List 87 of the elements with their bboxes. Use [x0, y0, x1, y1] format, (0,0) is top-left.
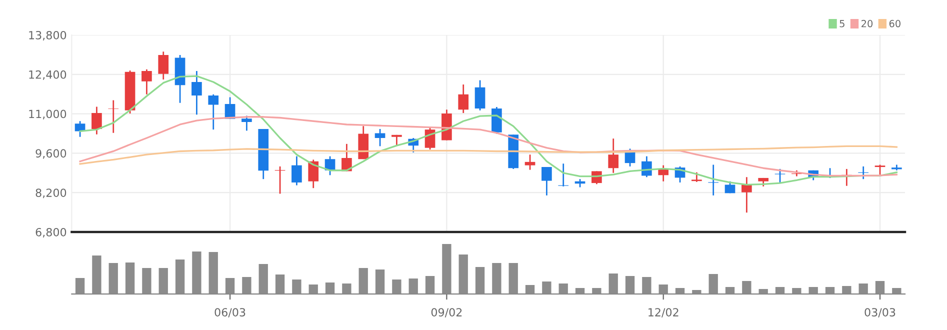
bar — [258, 264, 268, 294]
bar — [75, 278, 85, 294]
bar — [142, 268, 152, 294]
bar — [858, 284, 868, 294]
bar — [508, 263, 518, 294]
bar — [758, 289, 768, 294]
candlestick — [158, 50, 169, 80]
bar — [792, 288, 802, 294]
bar — [392, 280, 402, 294]
bar — [825, 287, 835, 294]
y-tick-label: 11,000 — [29, 110, 66, 120]
bar — [408, 278, 418, 294]
x-tick-label: 06/03 — [214, 308, 246, 318]
bar — [292, 280, 302, 294]
bar — [158, 268, 168, 294]
line-series — [79, 145, 898, 165]
bar — [358, 268, 368, 294]
candlestick — [192, 70, 202, 116]
bar — [642, 277, 652, 294]
bar — [242, 277, 252, 294]
candlestick — [142, 68, 152, 96]
y-tick-label: 8,200 — [36, 188, 66, 198]
candlestick — [524, 154, 536, 170]
bar — [425, 276, 435, 294]
bar — [842, 286, 852, 294]
candlestick — [292, 156, 302, 186]
x-tick-label: 09/02 — [431, 308, 462, 318]
bar — [542, 282, 552, 294]
legend-label: 20 — [862, 20, 873, 28]
bar — [325, 282, 335, 294]
bar — [342, 284, 352, 294]
bar — [592, 288, 602, 294]
y-tick-label: 12,400 — [29, 70, 66, 80]
candlestick — [608, 138, 619, 174]
bar — [725, 287, 735, 294]
bar — [492, 263, 502, 294]
legend-label: 60 — [889, 20, 900, 28]
bar — [675, 288, 685, 294]
candlestick — [692, 172, 702, 183]
bar — [92, 256, 102, 294]
candlestick — [242, 115, 252, 132]
bar — [208, 252, 218, 294]
candlestick — [308, 158, 319, 189]
bar — [175, 260, 185, 294]
candlestick — [474, 80, 486, 112]
candlestick — [208, 94, 219, 130]
candlestick — [558, 162, 569, 188]
bar — [742, 281, 752, 294]
bar — [708, 274, 718, 294]
bar — [442, 244, 452, 294]
bar — [875, 281, 885, 294]
y-tick-label: 13,800 — [29, 30, 66, 41]
x-tick-label: 12/02 — [648, 308, 678, 318]
bar — [475, 267, 485, 294]
bar — [125, 262, 135, 294]
bar — [275, 274, 285, 294]
bar — [808, 287, 818, 294]
bar — [458, 254, 468, 294]
bar — [225, 278, 235, 294]
y-tick-label: 9,600 — [36, 149, 66, 159]
bar — [775, 287, 785, 294]
bar — [658, 284, 668, 294]
bar — [692, 290, 702, 294]
bar — [608, 274, 618, 294]
bar — [558, 284, 568, 294]
candlestick — [542, 166, 552, 196]
y-tick-label: 6,800 — [36, 228, 66, 238]
candlestick — [492, 106, 502, 134]
bar — [525, 285, 535, 294]
bar — [192, 252, 202, 294]
bar — [625, 276, 635, 294]
candlestick — [708, 164, 719, 196]
x-tick-label: 03/03 — [864, 308, 896, 318]
candlestick — [742, 176, 752, 214]
bar — [308, 284, 318, 294]
candlestick — [108, 100, 119, 134]
bar — [575, 288, 585, 294]
candlestick — [458, 84, 469, 114]
candlestick — [858, 166, 868, 180]
legend-label: 5 — [840, 20, 844, 28]
bar — [892, 288, 902, 294]
candlestick — [374, 128, 386, 147]
candlestick — [774, 168, 786, 184]
bar — [375, 270, 385, 294]
candlestick — [92, 106, 102, 136]
bar — [108, 263, 118, 294]
candlestick — [874, 164, 886, 176]
